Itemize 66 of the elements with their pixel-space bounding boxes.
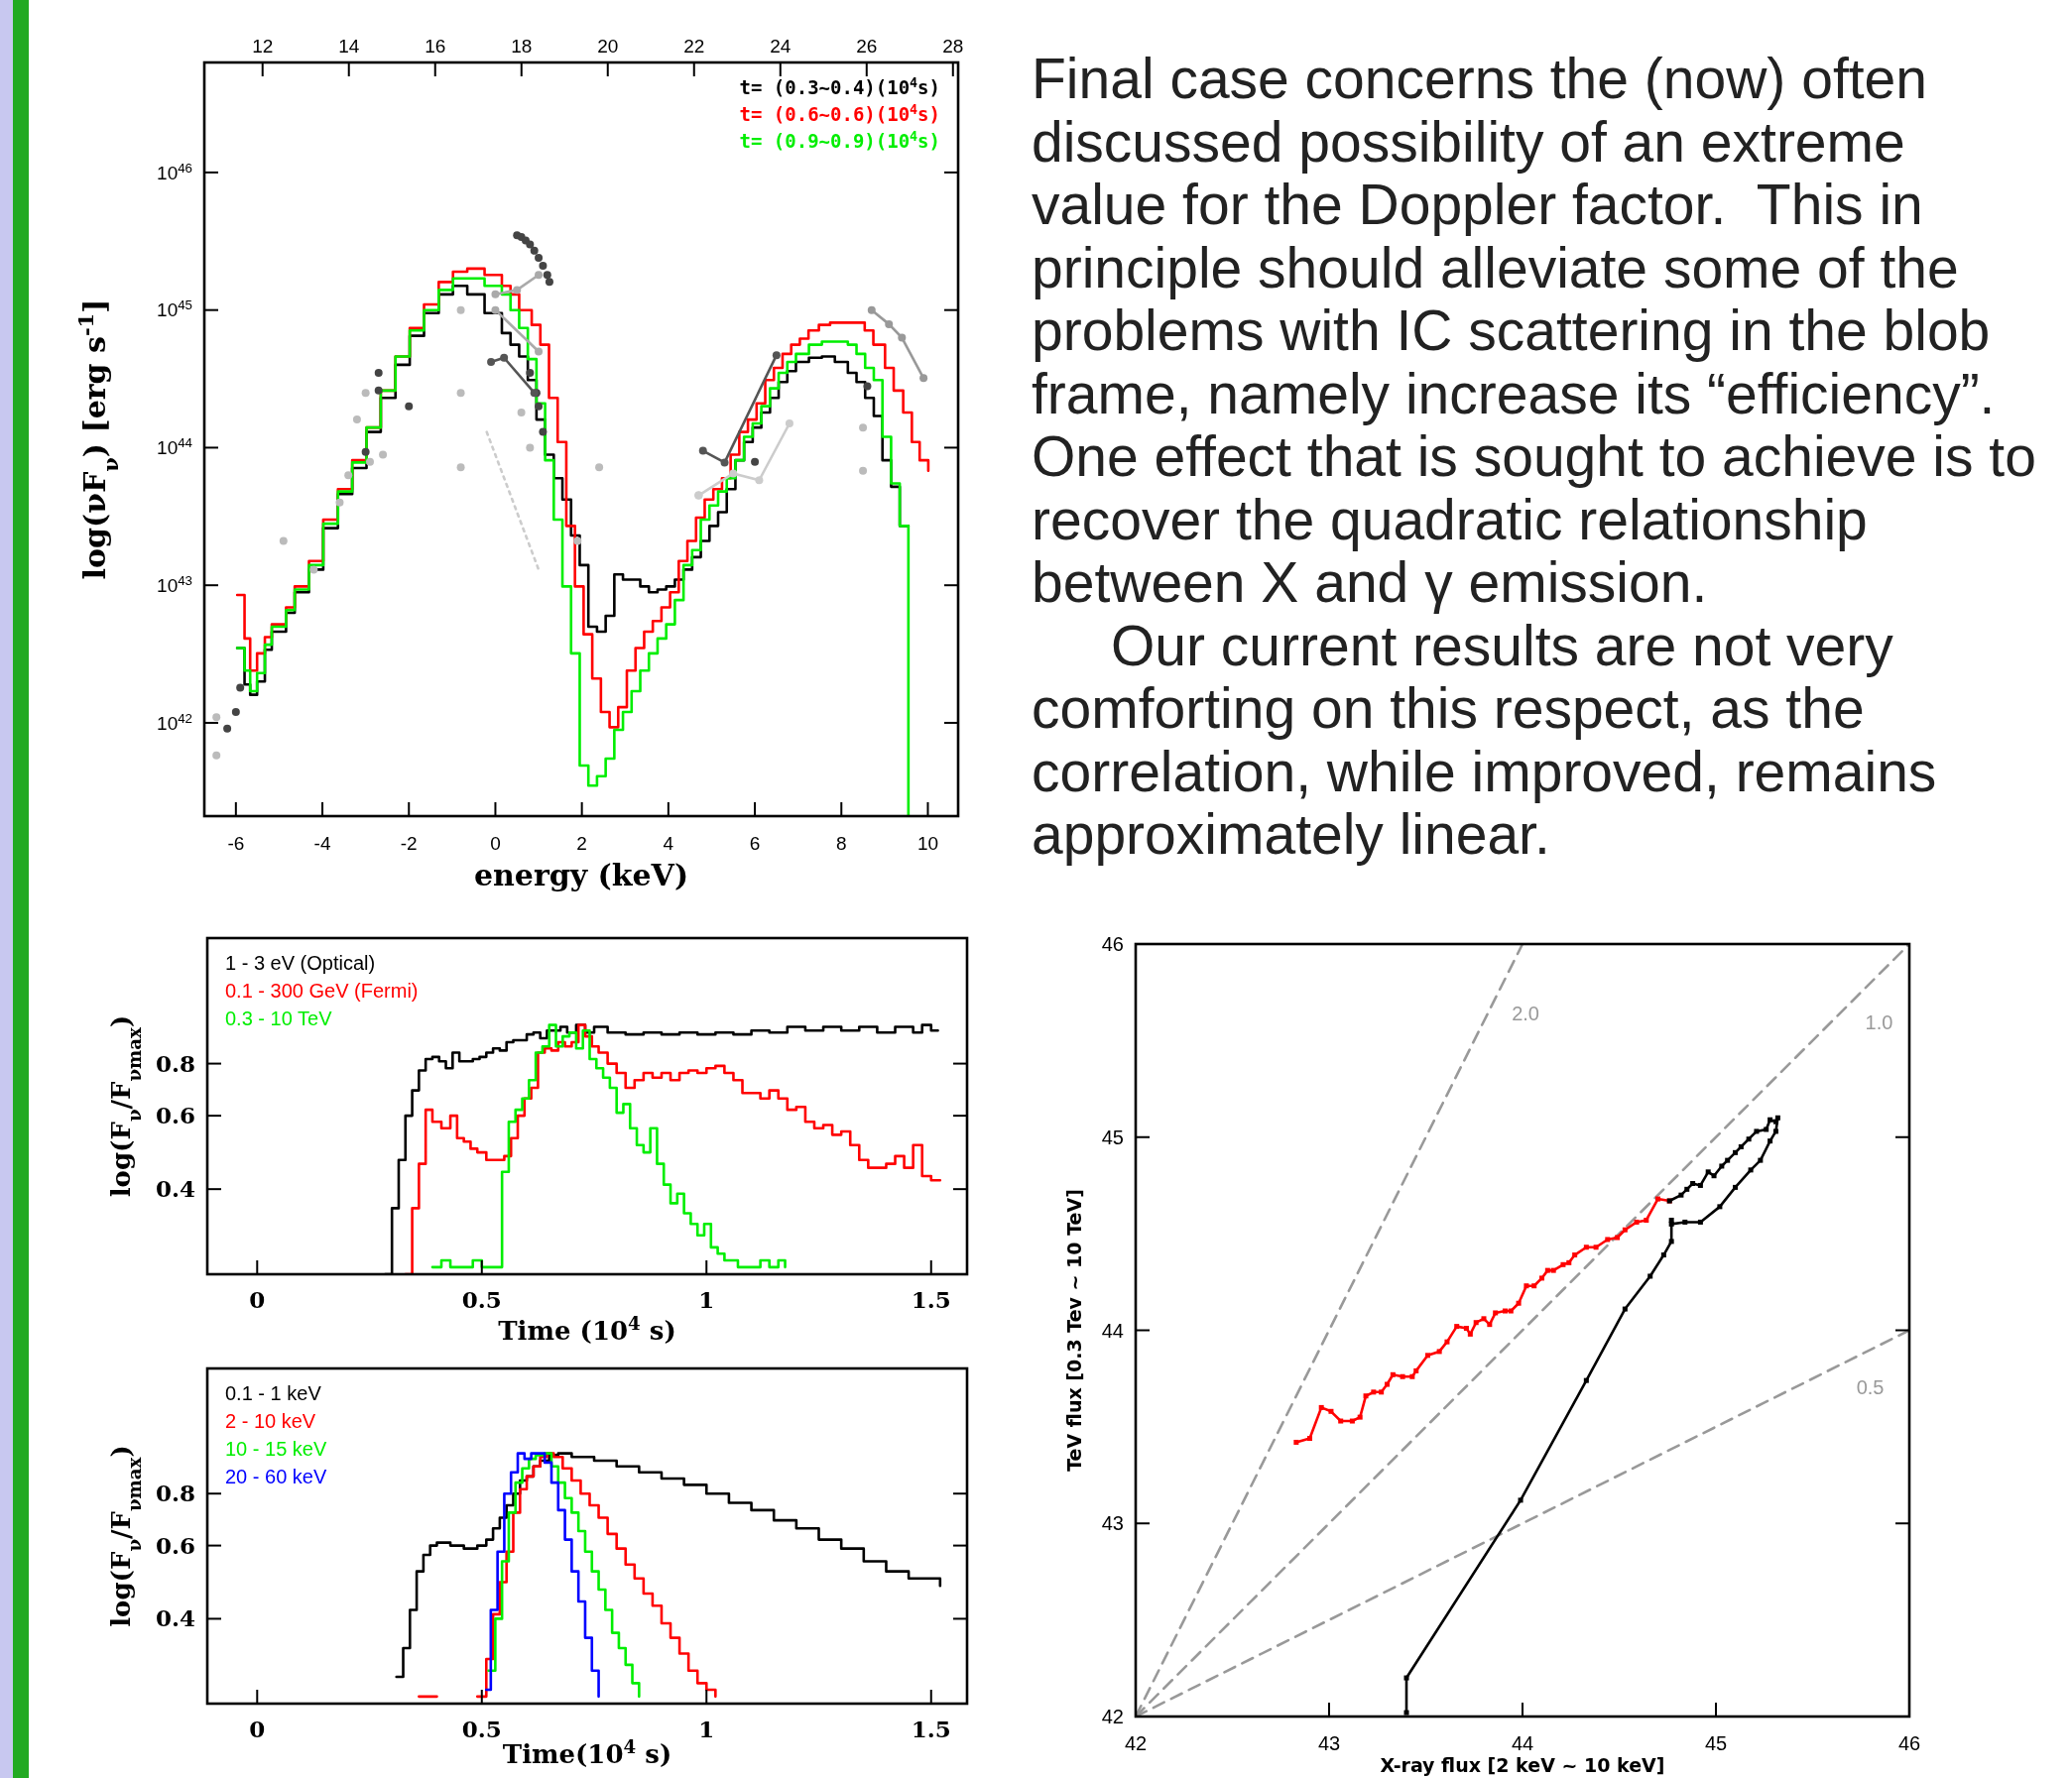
x-tick-label: 45 [1704,1732,1728,1754]
series-label: 2.0 [1512,1002,1540,1024]
y-tick-label: 10$^{42}$ [157,710,192,734]
x-tick-label: 0.5 [461,1716,502,1742]
x-tick-label: 0.5 [461,1286,502,1313]
x-tick-label: 10 [916,833,939,854]
text: 0.1 - 1 keV [225,1382,322,1404]
x-tick-label: 1.5 [911,1716,951,1742]
y-tick-label: 0.6 [155,1102,195,1129]
text: 2 - 10 keV [225,1410,316,1432]
y-tick-label: 45 [1101,1126,1124,1148]
text: 0.3 - 10 TeV [225,1008,333,1029]
text: Final case concerns the (now) often discussed possibility of an extreme value for the Doppler factor. This in principle should alleviate some of the problems with IC scattering in the blob frame, namely increase its “efficiency”. One effect that is sought to achieve is to recover the quadratic relationship between X and γ emission. [1032,47,2036,614]
x2-tick-label: 16 [425,36,446,57]
text: 1 - 3 eV (Optical) [225,952,376,974]
y-tick-label: 10$^{44}$ [157,434,192,459]
x-tick-label: 1 [698,1286,715,1313]
x-tick-label: 0 [490,833,501,854]
series-label: 0.5 [1856,1376,1885,1399]
y-tick-label: 43 [1101,1512,1124,1535]
x-tick-label: 42 [1124,1732,1148,1754]
x-tick-label: 4 [663,833,674,854]
text: 20 - 60 keV [225,1466,327,1487]
x-tick-label: 44 [1511,1732,1534,1754]
y-tick-label: 10$^{46}$ [157,160,192,183]
y-tick-label: 0.8 [155,1049,195,1077]
x-tick-label: 2 [576,833,587,854]
x-tick-label: 43 [1317,1732,1341,1754]
text: t= (0.6~0.6)(10$^{4}$s) [739,101,940,125]
x-axis-title: Time(10$^{4}$ s) [502,1735,672,1769]
y-axis-title: TeV flux [0.3 Tev ~ 10 TeV] [1063,1189,1085,1472]
x2-tick-label: 14 [338,36,360,57]
y-tick-label: 0.4 [155,1175,195,1203]
x-tick-label: 8 [835,833,847,854]
x-tick-label: 6 [749,833,761,854]
y-tick-label: 0.8 [155,1480,195,1507]
text: t= (0.3~0.4)(10$^{4}$s) [739,74,940,98]
x-tick-label: -2 [400,833,418,854]
y-tick-label: 0.6 [155,1531,195,1559]
y-tick-label: 0.4 [155,1604,195,1632]
x2-tick-label: 18 [511,36,533,57]
x2-tick-label: 26 [856,36,878,57]
text: 0.1 - 300 GeV (Fermi) [225,980,419,1002]
x-tick-label: 1 [698,1716,715,1742]
x-tick-label: 46 [1897,1732,1921,1754]
x2-tick-label: 12 [252,36,274,57]
text: 10 - 15 keV [225,1438,327,1460]
y-tick-label: 10$^{45}$ [157,296,192,321]
series-label: 1.0 [1865,1010,1893,1033]
x-axis-title: energy (keV) [473,858,689,892]
x-axis-title: Time (10$^{4}$ s) [498,1312,676,1346]
x2-tick-label: 20 [597,36,619,57]
y-tick-label: 46 [1101,933,1124,955]
x-tick-label: 1.5 [911,1286,951,1313]
x2-tick-label: 28 [942,36,964,57]
y-tick-label: 44 [1101,1319,1124,1342]
x-tick-label: -6 [227,833,245,854]
x-tick-label: 0 [249,1286,266,1313]
x-tick-label: 0 [249,1716,266,1742]
x2-tick-label: 22 [683,36,705,57]
x2-tick-label: 24 [770,36,792,57]
text: t= (0.9~0.9)(10$^{4}$s) [739,128,940,152]
x-tick-label: -4 [313,833,331,854]
text: Our current results are not very comforting on this respect, as the correlation, while improved, remains approximately linear. [1032,613,1938,867]
x-axis-title: X-ray flux [2 keV ~ 10 keV] [1380,1754,1665,1776]
y-tick-label: 10$^{43}$ [157,572,192,596]
